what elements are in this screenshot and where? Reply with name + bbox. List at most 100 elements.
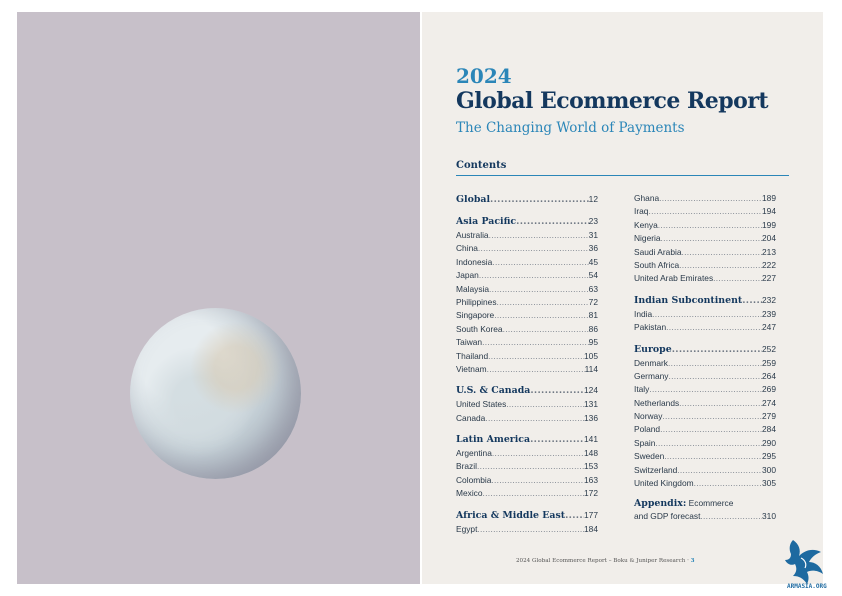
toc-page-number: 63 <box>588 283 598 294</box>
toc-entry[interactable]: Iraq 194 <box>634 205 776 218</box>
toc-entry-name: South Korea <box>456 323 503 334</box>
leader-dots <box>516 214 589 229</box>
toc-entry-name: Taiwan <box>456 337 483 348</box>
appendix-title-part1: Ecommerce <box>686 498 734 509</box>
toc-section[interactable]: Indian Subcontinent 232 <box>634 293 776 308</box>
toc-appendix[interactable]: Appendix: Ecommerce and GDP forecast 310 <box>634 497 776 523</box>
toc-entry-name: Kenya <box>634 219 658 230</box>
appendix-label: Appendix: <box>634 498 687 510</box>
toc-entry[interactable]: Nigeria 204 <box>634 232 776 245</box>
appendix-page: 310 <box>762 511 776 522</box>
toc-section[interactable]: Latin America 141 <box>456 432 598 447</box>
toc-entry[interactable]: Switzerland 300 <box>634 464 776 477</box>
toc-entry[interactable]: Japan 54 <box>456 269 598 282</box>
toc-section[interactable]: Asia Pacific 23 <box>456 214 598 229</box>
leader-dots <box>677 464 762 477</box>
toc-entry[interactable]: Philippines 72 <box>456 296 598 309</box>
toc-page-number: 177 <box>584 509 598 520</box>
toc-entry[interactable]: Vietnam 114 <box>456 363 598 376</box>
griffin-logo-icon <box>785 540 823 584</box>
toc-entry[interactable]: Denmark 259 <box>634 357 776 370</box>
toc-entry[interactable]: India 239 <box>634 308 776 321</box>
toc-entry[interactable]: United Kingdom 305 <box>634 477 776 490</box>
toc-section-name: Asia Pacific <box>456 216 517 227</box>
contents-divider <box>456 175 789 176</box>
toc-spacer <box>456 501 598 508</box>
toc-entry[interactable]: Indonesia 45 <box>456 256 598 269</box>
toc-section[interactable]: Europe 252 <box>634 342 776 357</box>
toc-entry[interactable]: Ghana 189 <box>634 192 776 205</box>
toc-entry-name: Malaysia <box>456 283 490 294</box>
toc-entry-name: Mexico <box>456 488 483 499</box>
toc-entry[interactable]: Poland 284 <box>634 423 776 436</box>
report-subtitle: The Changing World of Payments <box>456 120 685 136</box>
toc-entry[interactable]: China 36 <box>456 242 598 255</box>
toc-entry[interactable]: Colombia 163 <box>456 474 598 487</box>
leader-dots <box>492 256 588 269</box>
contents-page: 2024 Global Ecommerce Report The Changin… <box>422 12 823 584</box>
toc-entry[interactable]: Australia 31 <box>456 229 598 242</box>
toc-entry[interactable]: Argentina 148 <box>456 447 598 460</box>
toc-spacer <box>634 286 776 293</box>
toc-entry[interactable]: United Arab Emirates 227 <box>634 272 776 285</box>
toc-entry[interactable]: South Korea 86 <box>456 323 598 336</box>
toc-entry[interactable]: Italy 269 <box>634 383 776 396</box>
footer-text: 2024 Global Ecommerce Report – Boku & Ju… <box>516 558 686 564</box>
toc-entry[interactable]: Spain 290 <box>634 437 776 450</box>
toc-entry-name: Ghana <box>634 193 660 203</box>
toc-page-number: 232 <box>762 294 776 305</box>
toc-page-number: 194 <box>762 206 776 217</box>
toc-entry[interactable]: Kenya 199 <box>634 219 776 232</box>
leader-dots <box>530 383 584 398</box>
toc-page-number: 239 <box>762 308 776 319</box>
toc-spacer <box>456 376 598 383</box>
leader-dots <box>492 447 584 460</box>
leader-dots <box>668 357 762 370</box>
footer-separator: · <box>685 558 691 564</box>
toc-entry[interactable]: Malaysia 63 <box>456 283 598 296</box>
contents-heading: Contents <box>456 160 507 171</box>
toc-entry[interactable]: Sweden 295 <box>634 450 776 463</box>
leader-dots <box>478 242 589 255</box>
toc-page-number: 274 <box>762 397 776 408</box>
toc-entry[interactable]: Brazil 153 <box>456 460 598 473</box>
toc-entry[interactable]: Egypt 184 <box>456 523 598 536</box>
toc-entry[interactable]: Singapore 81 <box>456 309 598 322</box>
toc-section[interactable]: Africa & Middle East 177 <box>456 508 598 523</box>
toc-page-number: 141 <box>584 434 598 445</box>
toc-page-number: 114 <box>584 363 598 374</box>
toc-entry-name: Philippines <box>456 296 497 307</box>
toc-entry[interactable]: Saudi Arabia 213 <box>634 246 776 259</box>
leader-dots <box>503 323 589 336</box>
toc-entry[interactable]: Taiwan 95 <box>456 336 598 349</box>
toc-entry[interactable]: Norway 279 <box>634 410 776 423</box>
leader-dots <box>477 460 584 473</box>
toc-entry-name: Spain <box>634 437 656 448</box>
toc-entry[interactable]: Netherlands 274 <box>634 397 776 410</box>
toc-page-number: 45 <box>588 256 598 267</box>
toc-entry[interactable]: Germany 264 <box>634 370 776 383</box>
toc-entry-name: Indonesia <box>456 256 493 267</box>
toc-entry-name: Nigeria <box>634 233 661 244</box>
toc-section-name: Africa & Middle East <box>456 509 566 521</box>
toc-entry[interactable]: Thailand 105 <box>456 350 598 363</box>
toc-entry-name: Switzerland <box>634 464 678 475</box>
toc-page-number: 148 <box>584 448 598 459</box>
toc-section[interactable]: Global 12 <box>456 192 598 207</box>
toc-entry[interactable]: South Africa 222 <box>634 259 776 272</box>
toc-entry[interactable]: United States 131 <box>456 398 598 411</box>
toc-entry[interactable]: Pakistan 247 <box>634 321 776 334</box>
toc-spacer <box>456 425 598 432</box>
toc-section[interactable]: U.S. & Canada 124 <box>456 383 598 398</box>
leader-dots <box>477 523 584 536</box>
appendix-title-part2: and GDP forecast <box>634 511 701 522</box>
toc-entry-name: Vietnam <box>456 363 487 374</box>
toc-entry-name: China <box>456 243 478 254</box>
toc-entry[interactable]: Mexico 172 <box>456 487 598 500</box>
page-footer: 2024 Global Ecommerce Report – Boku & Ju… <box>516 558 695 564</box>
toc-page-number: 189 <box>762 193 776 203</box>
toc-entry[interactable]: Canada 136 <box>456 412 598 425</box>
toc-section-name: Global <box>456 194 491 205</box>
toc-entry-name: Denmark <box>634 357 668 368</box>
toc-section-name: Europe <box>634 343 672 355</box>
